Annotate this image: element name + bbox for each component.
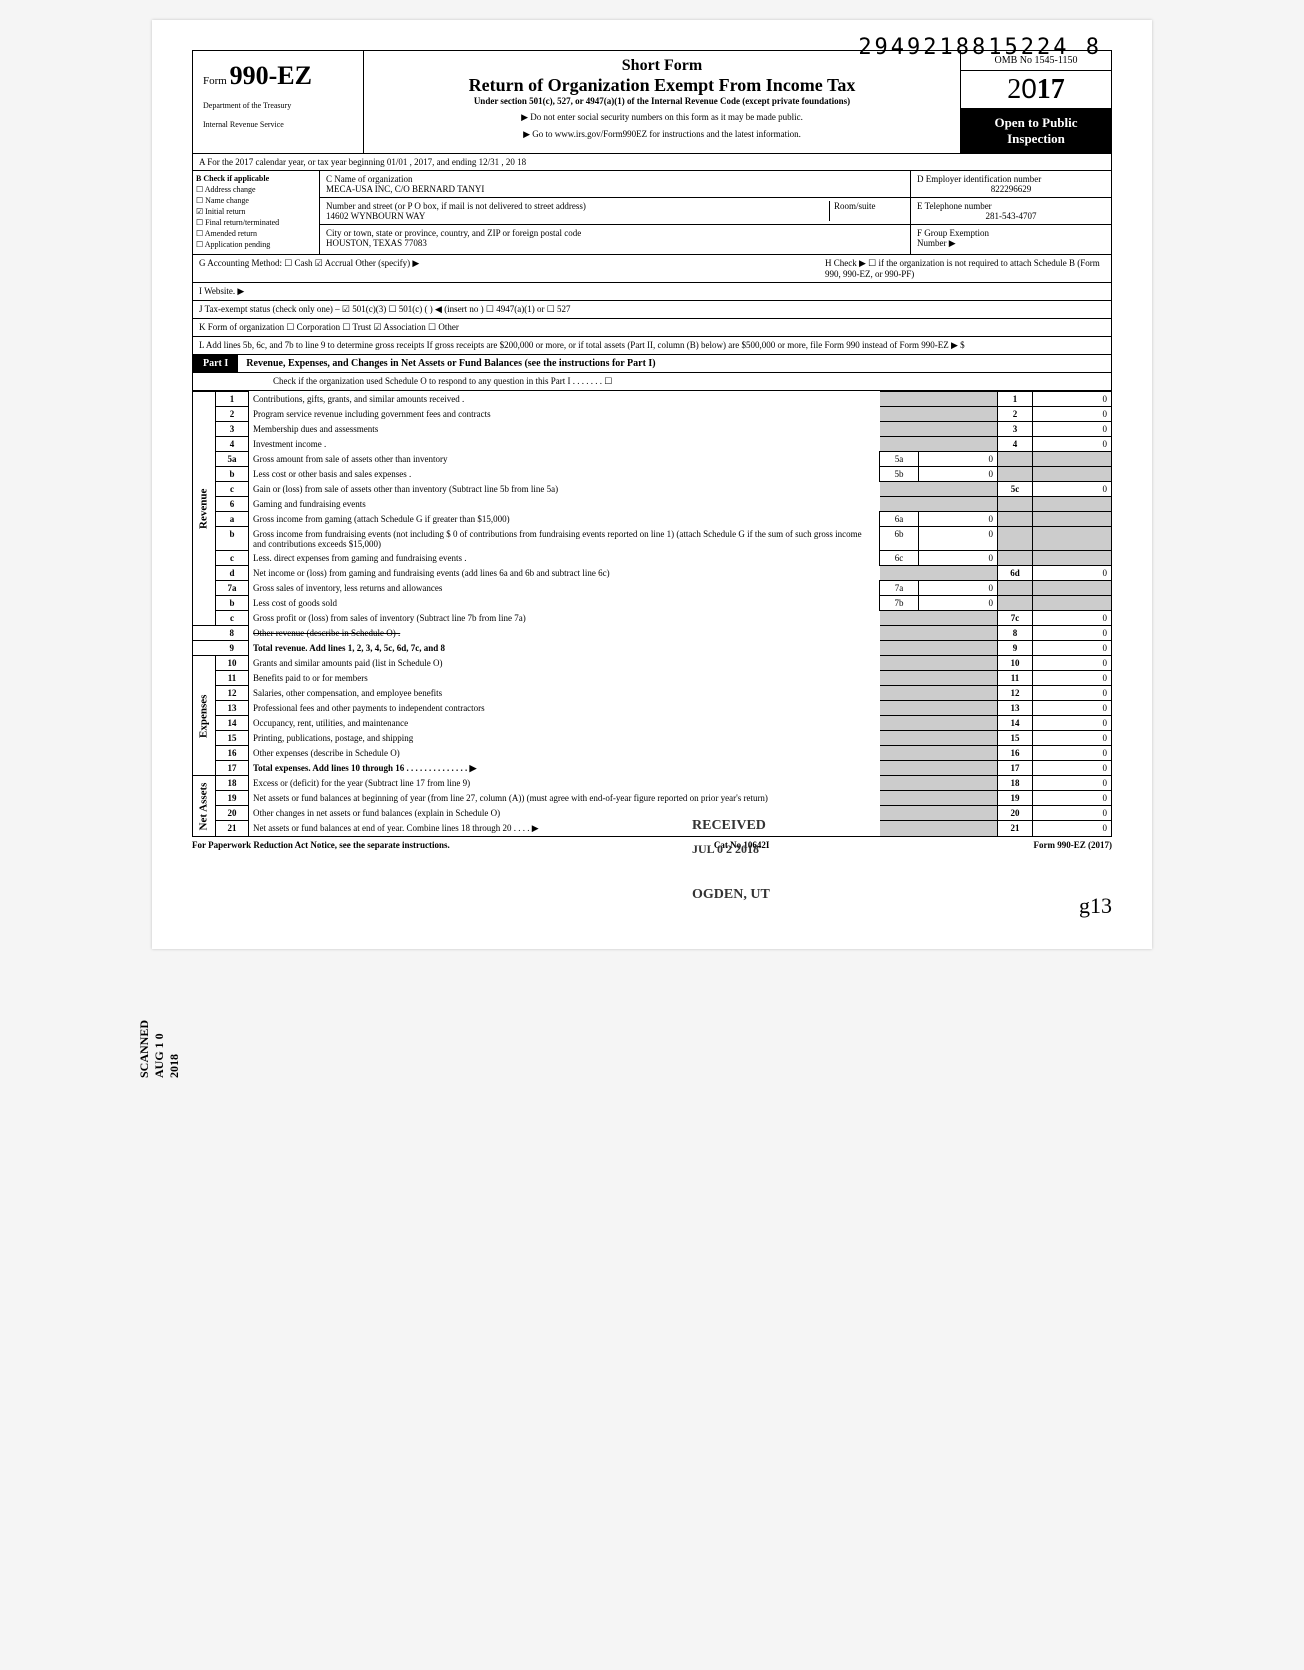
- street: 14602 WYNBOURN WAY: [326, 211, 425, 221]
- dept2: Internal Revenue Service: [203, 120, 353, 129]
- chk-initial[interactable]: Initial return: [196, 207, 316, 216]
- year: 20201717: [961, 71, 1111, 109]
- group-sub: Number ▶: [917, 238, 956, 248]
- warning: ▶ Do not enter social security numbers o…: [370, 112, 954, 123]
- part1-title: Revenue, Expenses, and Changes in Net As…: [238, 355, 1111, 372]
- info-block: B Check if applicable Address change Nam…: [192, 171, 1112, 255]
- netassets-sidebar: Net Assets: [193, 776, 216, 837]
- line-k: K Form of organization ☐ Corporation ☐ T…: [192, 319, 1112, 337]
- revenue-sidebar: Revenue: [193, 392, 216, 626]
- city: HOUSTON, TEXAS 77083: [326, 238, 427, 248]
- open-public: Open to Public Inspection: [961, 109, 1111, 153]
- main-table: Revenue 1Contributions, gifts, grants, a…: [192, 391, 1112, 837]
- form-box: Form 990-EZ Department of the Treasury I…: [193, 51, 364, 153]
- org-name: MECA-USA INC, C/O BERNARD TANYI: [326, 184, 484, 194]
- stamp-received: RECEIVED: [692, 818, 766, 834]
- header: Form 990-EZ Department of the Treasury I…: [192, 50, 1112, 154]
- right-column: D Employer identification number 8222966…: [911, 171, 1111, 254]
- dln-number: 2949218815224 8: [858, 35, 1102, 60]
- chk-final[interactable]: Final return/terminated: [196, 218, 316, 227]
- goto: ▶ Go to www.irs.gov/Form990EZ for instru…: [370, 129, 954, 140]
- chk-amended[interactable]: Amended return: [196, 229, 316, 238]
- group-label: F Group Exemption: [917, 228, 989, 238]
- part1-header: Part I Revenue, Expenses, and Changes in…: [192, 355, 1112, 373]
- line-l: L Add lines 5b, 6c, and 7b to line 9 to …: [192, 337, 1112, 355]
- title-box: Short Form Return of Organization Exempt…: [364, 51, 961, 153]
- chk-pending[interactable]: Application pending: [196, 240, 316, 249]
- chk-address[interactable]: Address change: [196, 185, 316, 194]
- street-label: Number and street (or P O box, if mail i…: [326, 201, 586, 211]
- check-b-label: B Check if applicable: [196, 174, 316, 183]
- stamp-ogden: OGDEN, UT: [692, 887, 770, 903]
- ein-label: D Employer identification number: [917, 174, 1041, 184]
- footer-right: Form 990-EZ (2017): [1033, 840, 1112, 850]
- tel: 281-543-4707: [917, 211, 1105, 221]
- form-page: 2949218815224 8 SCANNED AUG 1 0 2018 For…: [152, 20, 1152, 949]
- form-number: 990-EZ: [230, 61, 312, 90]
- room-label: Room/suite: [829, 201, 904, 221]
- signature: g13: [192, 893, 1112, 919]
- main-title: Return of Organization Exempt From Incom…: [370, 75, 954, 96]
- sub-title: Under section 501(c), 527, or 4947(a)(1)…: [370, 96, 954, 106]
- name-column: C Name of organization MECA-USA INC, C/O…: [320, 171, 911, 254]
- chk-name[interactable]: Name change: [196, 196, 316, 205]
- footer-left: For Paperwork Reduction Act Notice, see …: [192, 840, 450, 850]
- city-label: City or town, state or province, country…: [326, 228, 581, 238]
- row-a: A For the 2017 calendar year, or tax yea…: [192, 154, 1112, 171]
- stamp-date: JUL 0 2 2018: [692, 842, 759, 857]
- line-i: I Website. ▶: [192, 283, 1112, 301]
- line-g-h: G Accounting Method: ☐ Cash ☑ Accrual Ot…: [192, 255, 1112, 283]
- ein: 822296629: [917, 184, 1105, 194]
- line-g: G Accounting Method: ☐ Cash ☑ Accrual Ot…: [199, 258, 419, 279]
- dept1: Department of the Treasury: [203, 101, 353, 110]
- check-column: B Check if applicable Address change Nam…: [193, 171, 320, 254]
- line-h: H Check ▶ ☐ if the organization is not r…: [825, 258, 1105, 279]
- scan-stamp: SCANNED AUG 1 0 2018: [137, 1020, 182, 1078]
- form-prefix: Form: [203, 75, 227, 87]
- footer: For Paperwork Reduction Act Notice, see …: [192, 837, 1112, 853]
- line-j: J Tax-exempt status (check only one) – ☑…: [192, 301, 1112, 319]
- name-label: C Name of organization: [326, 174, 413, 184]
- part1-label: Part I: [193, 355, 238, 372]
- part1-sub: Check if the organization used Schedule …: [192, 373, 1112, 391]
- expenses-sidebar: Expenses: [193, 656, 216, 776]
- right-box: OMB No 1545-1150 20201717 Open to Public…: [961, 51, 1111, 153]
- tel-label: E Telephone number: [917, 201, 992, 211]
